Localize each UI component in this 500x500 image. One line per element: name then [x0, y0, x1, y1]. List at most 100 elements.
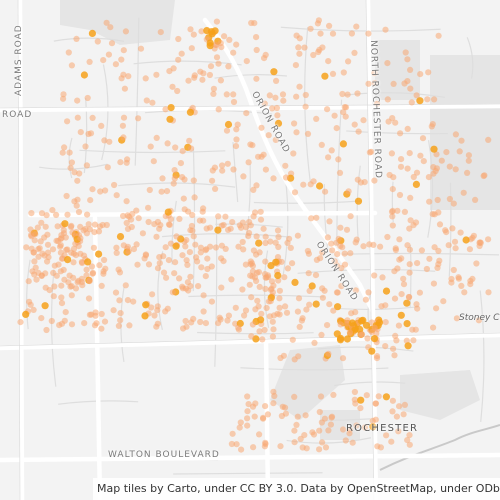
minor-street [282, 179, 289, 275]
incident-dot [370, 335, 379, 343]
incident-dot [188, 145, 195, 152]
incident-dot [451, 238, 459, 245]
incident-dot [435, 261, 442, 268]
incident-dot [190, 31, 197, 38]
incident-dot [339, 140, 347, 148]
incident-dot [95, 228, 103, 235]
incident-dot [203, 225, 210, 232]
incident-dot [120, 47, 127, 54]
incident-dot [365, 289, 372, 296]
incident-dot [173, 233, 180, 240]
incident-dot [337, 334, 345, 342]
incident-dot [291, 439, 298, 446]
incident-dot [250, 444, 257, 451]
incident-dot [176, 275, 183, 282]
incident-dot [456, 148, 463, 155]
incident-dot [225, 312, 232, 319]
incident-dot [112, 61, 119, 68]
incident-dot [102, 187, 109, 194]
incident-dot [61, 144, 68, 151]
incident-dot [244, 415, 251, 422]
incident-dot [347, 213, 354, 220]
incident-dot [419, 135, 427, 142]
incident-dot [277, 443, 284, 450]
incident-dot [257, 208, 264, 215]
incident-dot [53, 211, 60, 218]
incident-dot [325, 427, 332, 434]
incident-dot [135, 115, 142, 122]
incident-dot [135, 215, 142, 222]
incident-dot [89, 270, 96, 277]
incident-dot [326, 301, 333, 308]
incident-dot [154, 320, 161, 327]
incident-dot [414, 260, 421, 267]
incident-dot [398, 291, 405, 298]
minor-street [338, 306, 419, 311]
incident-dot [473, 260, 480, 267]
incident-dot [397, 311, 405, 319]
incident-dot [221, 33, 228, 40]
incident-dot [78, 258, 85, 266]
incident-dot [266, 92, 273, 99]
incident-dot [87, 130, 95, 137]
incident-dot [172, 144, 179, 151]
incident-dot [165, 257, 172, 264]
incident-dot [57, 243, 64, 250]
incident-dot [361, 424, 368, 431]
incident-dot [53, 272, 60, 279]
incident-dot [233, 41, 240, 48]
incident-dot [389, 213, 396, 220]
incident-dot [293, 129, 300, 136]
incident-dot [275, 277, 282, 284]
incident-dot [452, 245, 459, 252]
incident-dot [462, 236, 470, 244]
incident-dot [274, 271, 282, 280]
incident-dot [389, 397, 396, 404]
incident-dot [294, 308, 301, 315]
incident-dot [239, 238, 246, 246]
incident-dot [58, 282, 65, 289]
incident-dot [351, 326, 359, 334]
incident-dot [30, 249, 37, 256]
incident-dot [145, 218, 152, 226]
incident-dot [253, 251, 260, 258]
incident-dot [115, 322, 122, 329]
incident-dot [382, 393, 390, 401]
incident-dot [303, 445, 310, 452]
incident-dot [191, 194, 198, 201]
road-label-walton: WALTON BOULEVARD [108, 450, 220, 460]
incident-dot [42, 284, 49, 291]
incident-dot [280, 352, 287, 359]
incident-dot [384, 60, 391, 67]
incident-dot [404, 125, 411, 132]
incident-dot [85, 295, 93, 302]
incident-dot [406, 150, 413, 157]
incident-dot [69, 229, 76, 236]
incident-dot [260, 151, 267, 158]
incident-dot [213, 54, 221, 61]
incident-dot [377, 243, 384, 250]
incident-dot [51, 283, 58, 290]
incident-dot [97, 188, 104, 195]
incident-dot [154, 307, 161, 314]
incident-dot [86, 58, 93, 65]
incident-dot [294, 232, 301, 239]
incident-dot [233, 441, 240, 448]
incident-dot [458, 282, 465, 289]
incident-dot [382, 302, 389, 309]
minor-street [253, 200, 361, 204]
incident-dot [302, 103, 309, 110]
incident-dot [190, 177, 197, 184]
incident-dot [74, 97, 81, 104]
incident-dot [457, 229, 464, 236]
incident-dot [44, 241, 52, 248]
incident-dot [345, 188, 352, 195]
incident-dot [429, 121, 436, 128]
incident-dot [248, 294, 255, 301]
incident-dot [429, 211, 436, 218]
incident-dot [312, 272, 320, 279]
incident-dot [296, 50, 303, 57]
incident-dot [389, 207, 396, 214]
incident-dot [334, 289, 341, 296]
